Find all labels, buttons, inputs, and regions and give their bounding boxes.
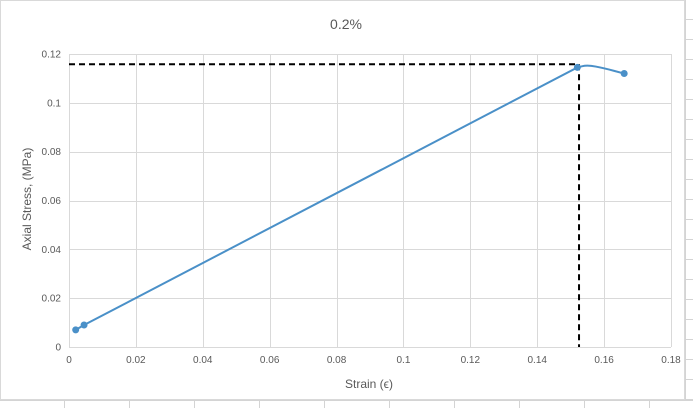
x-tick-labels: 0 0.02 0.04 0.06 0.08 0.1 0.12 0.14 0.16 0.18 — [66, 355, 681, 366]
y-tick-labels: 0 0.02 0.04 0.06 0.08 0.1 0.12 — [42, 50, 62, 354]
chart-svg: 0.2% 0 0.02 0.04 0.06 0.08 0.1 0.12 0.14 0.16 0.1… — [20, 16, 681, 391]
reference-lines — [69, 63, 581, 347]
y-tick-label: 0.12 — [42, 50, 62, 61]
y-tick-label: 0.1 — [47, 98, 61, 109]
data-point — [72, 326, 80, 334]
x-tick-label: 0.16 — [594, 355, 614, 366]
data-point — [573, 63, 581, 71]
y-tick-label: 0 — [55, 343, 61, 354]
y-tick-label: 0.04 — [42, 245, 62, 256]
data-point — [80, 321, 88, 329]
y-axis-title: Axial Stress, (MPa) — [20, 148, 34, 251]
x-tick-label: 0.04 — [193, 355, 213, 366]
grid-layer — [69, 54, 672, 348]
x-tick-label: 0.02 — [126, 355, 146, 366]
spreadsheet-gridlines-bottom — [0, 400, 693, 408]
y-tick-label: 0.08 — [42, 147, 62, 158]
series-line — [75, 64, 625, 331]
x-tick-label: 0.06 — [260, 355, 280, 366]
x-tick-label: 0.18 — [661, 355, 681, 366]
x-tick-label: 0.12 — [461, 355, 481, 366]
x-tick-label: 0.08 — [327, 355, 347, 366]
y-tick-label: 0.06 — [42, 196, 62, 207]
chart-area: 0.2% 0 0.02 0.04 0.06 0.08 0.1 0.12 0.14 0.16 0.1… — [0, 0, 685, 400]
chart-title: 0.2% — [330, 16, 362, 32]
x-axis-title: Strain (ϵ) — [345, 377, 393, 391]
y-tick-label: 0.02 — [42, 294, 62, 305]
x-tick-label: 0 — [66, 355, 72, 366]
series-layer — [72, 63, 628, 334]
data-point — [620, 70, 628, 78]
x-tick-label: 0.1 — [396, 355, 410, 366]
x-tick-label: 0.14 — [527, 355, 547, 366]
spreadsheet-gridlines-right — [685, 0, 693, 408]
